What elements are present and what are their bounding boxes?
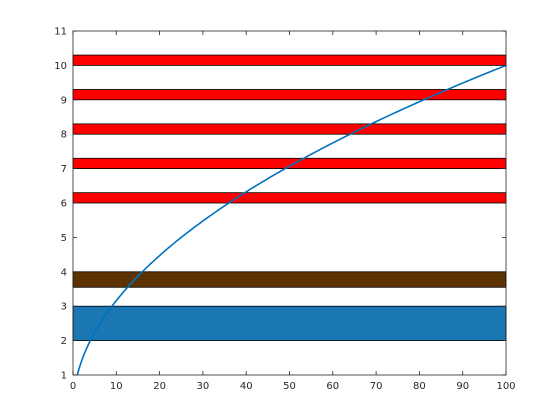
x-tick-label: 10 xyxy=(110,381,123,392)
x-tick-label: 30 xyxy=(197,381,210,392)
y-tick-label: 1 xyxy=(61,371,67,382)
x-tick-label: 50 xyxy=(283,381,296,392)
y-tick-label: 3 xyxy=(61,302,67,313)
y-tick-label: 7 xyxy=(61,164,67,175)
band-6 xyxy=(72,54,507,66)
x-tick-label: 80 xyxy=(413,381,426,392)
y-tick-label: 2 xyxy=(61,336,67,347)
x-tick-label: 100 xyxy=(496,381,515,392)
band-0 xyxy=(72,305,507,342)
band-1 xyxy=(72,271,507,288)
band-5 xyxy=(72,89,507,101)
series-line-0 xyxy=(76,64,506,375)
y-tick-label: 11 xyxy=(54,27,67,38)
y-tick-label: 10 xyxy=(54,61,67,72)
band-4 xyxy=(72,123,507,135)
plot-area: 0 10 20 30 40 50 60 70 80 90 100 1 2 3 4 5 6 7 8 9 10 11 xyxy=(54,27,515,393)
y-tick-label: 4 xyxy=(61,267,67,278)
y-tick-label: 8 xyxy=(61,130,67,141)
y-tick-label: 5 xyxy=(61,233,67,244)
x-tick-label: 90 xyxy=(456,381,469,392)
y-tick-label: 9 xyxy=(61,95,67,106)
x-tick-label: 60 xyxy=(326,381,339,392)
axes-frame xyxy=(72,30,507,376)
x-tick-label: 40 xyxy=(240,381,253,392)
y-tick-label: 6 xyxy=(61,199,67,210)
x-tick-label: 20 xyxy=(153,381,166,392)
x-tick-label: 0 xyxy=(70,381,76,392)
band-2 xyxy=(72,192,507,204)
x-tick-label: 70 xyxy=(370,381,383,392)
series-layer xyxy=(76,64,506,375)
